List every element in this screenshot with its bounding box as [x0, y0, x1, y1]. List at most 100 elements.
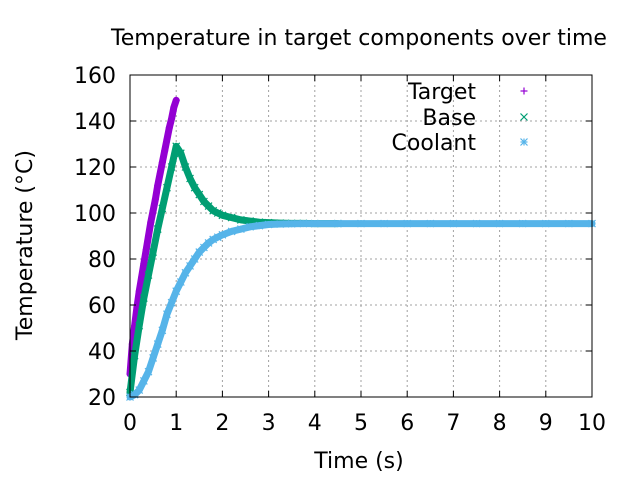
- data-point-base: [139, 294, 148, 303]
- data-point-base: [153, 225, 162, 234]
- data-point-coolant: [495, 219, 504, 228]
- data-point-base: [209, 206, 218, 215]
- data-point-base: [172, 142, 181, 151]
- data-point-coolant: [236, 225, 245, 234]
- data-point-coolant: [135, 386, 144, 395]
- legend-label-coolant: Coolant: [392, 131, 477, 156]
- data-point-target: [149, 207, 157, 215]
- x-axis-label: Time (s): [313, 449, 403, 474]
- data-point-coolant: [255, 221, 264, 230]
- legend-marker-base: [520, 113, 528, 121]
- data-point-base: [190, 183, 199, 192]
- x-tick-label: 1: [169, 411, 183, 436]
- data-point-base: [144, 271, 153, 280]
- y-tick-label: 80: [88, 248, 116, 273]
- data-point-base: [158, 204, 167, 213]
- data-point-coolant: [149, 353, 158, 362]
- y-tick-label: 160: [74, 64, 116, 89]
- data-point-coolant: [158, 326, 167, 335]
- x-tick-label: 10: [578, 411, 606, 436]
- data-point-base: [181, 163, 190, 171]
- y-tick-label: 20: [88, 386, 116, 411]
- data-point-target: [154, 181, 162, 189]
- data-point-coolant: [518, 219, 527, 228]
- data-point-coolant: [287, 219, 296, 228]
- data-point-target: [168, 115, 176, 123]
- y-tick-label: 120: [74, 156, 116, 181]
- data-point-coolant: [299, 219, 308, 228]
- legend-marker-target: [520, 87, 528, 95]
- x-tick-label: 8: [493, 411, 507, 436]
- data-point-target: [161, 147, 169, 155]
- data-point-coolant: [472, 219, 481, 228]
- x-tick-label: 0: [123, 411, 137, 436]
- data-point-base: [167, 163, 176, 171]
- series-layer: [126, 96, 596, 401]
- data-point-coolant: [264, 220, 273, 229]
- legend-marker-coolant: [520, 138, 528, 146]
- data-point-coolant: [163, 310, 171, 319]
- x-tick-label: 5: [354, 411, 368, 436]
- data-point-coolant: [186, 261, 194, 270]
- data-point-coolant: [153, 340, 162, 349]
- y-axis-label: Temperature (°C): [13, 150, 38, 341]
- data-point-coolant: [333, 219, 342, 228]
- data-point-coolant: [144, 367, 153, 376]
- series-coolant-trace: [126, 220, 596, 401]
- data-point-target: [144, 232, 152, 240]
- data-point-base: [149, 248, 158, 257]
- chart-title: Temperature in target components over ti…: [110, 26, 607, 51]
- data-point-coolant: [204, 238, 213, 247]
- data-point-coolant: [195, 248, 204, 257]
- x-tick-label: 9: [539, 411, 553, 436]
- data-point-target: [138, 273, 146, 281]
- x-tick-label: 4: [308, 411, 322, 436]
- data-point-base: [227, 213, 236, 222]
- gridlines: [130, 75, 592, 397]
- data-point-coolant: [380, 219, 389, 228]
- data-point-target: [163, 135, 171, 143]
- x-tick-label: 3: [262, 411, 276, 436]
- data-point-coolant: [181, 268, 190, 277]
- data-point-target: [158, 158, 166, 166]
- data-point-base: [213, 209, 222, 217]
- data-point-target: [147, 218, 155, 226]
- data-point-coolant: [176, 278, 185, 286]
- data-point-target: [156, 170, 164, 178]
- data-point-coolant: [310, 219, 319, 228]
- data-point-base: [195, 190, 204, 199]
- y-tick-label: 60: [88, 294, 116, 319]
- data-point-coolant: [276, 220, 285, 228]
- data-point-coolant: [426, 219, 435, 228]
- data-point-target: [170, 103, 178, 111]
- data-point-coolant: [139, 376, 148, 385]
- data-point-base: [236, 215, 245, 224]
- data-point-target: [140, 260, 148, 268]
- data-point-base: [176, 149, 185, 158]
- data-point-base: [130, 351, 139, 360]
- data-point-target: [142, 246, 150, 254]
- y-tick-label: 140: [74, 110, 116, 135]
- data-point-coolant: [218, 230, 227, 239]
- data-point-base: [163, 183, 171, 192]
- x-tick-label: 7: [446, 411, 460, 436]
- data-point-coolant: [449, 219, 458, 228]
- data-point-target: [165, 124, 173, 132]
- series-coolant: [126, 219, 596, 401]
- data-point-coolant: [172, 287, 181, 296]
- data-point-base: [218, 211, 227, 220]
- data-point-coolant: [564, 219, 573, 228]
- x-tick-label: 2: [215, 411, 229, 436]
- x-axis-ticks: 0 1 2 3 4 5 6 7 8 9 10: [123, 75, 606, 436]
- data-point-target: [172, 96, 180, 104]
- data-point-coolant: [227, 227, 236, 236]
- legend-label-target: Target: [407, 80, 476, 105]
- data-point-coolant: [190, 255, 199, 263]
- data-point-coolant: [246, 222, 255, 231]
- data-point-coolant: [167, 298, 176, 307]
- data-point-coolant: [403, 219, 412, 228]
